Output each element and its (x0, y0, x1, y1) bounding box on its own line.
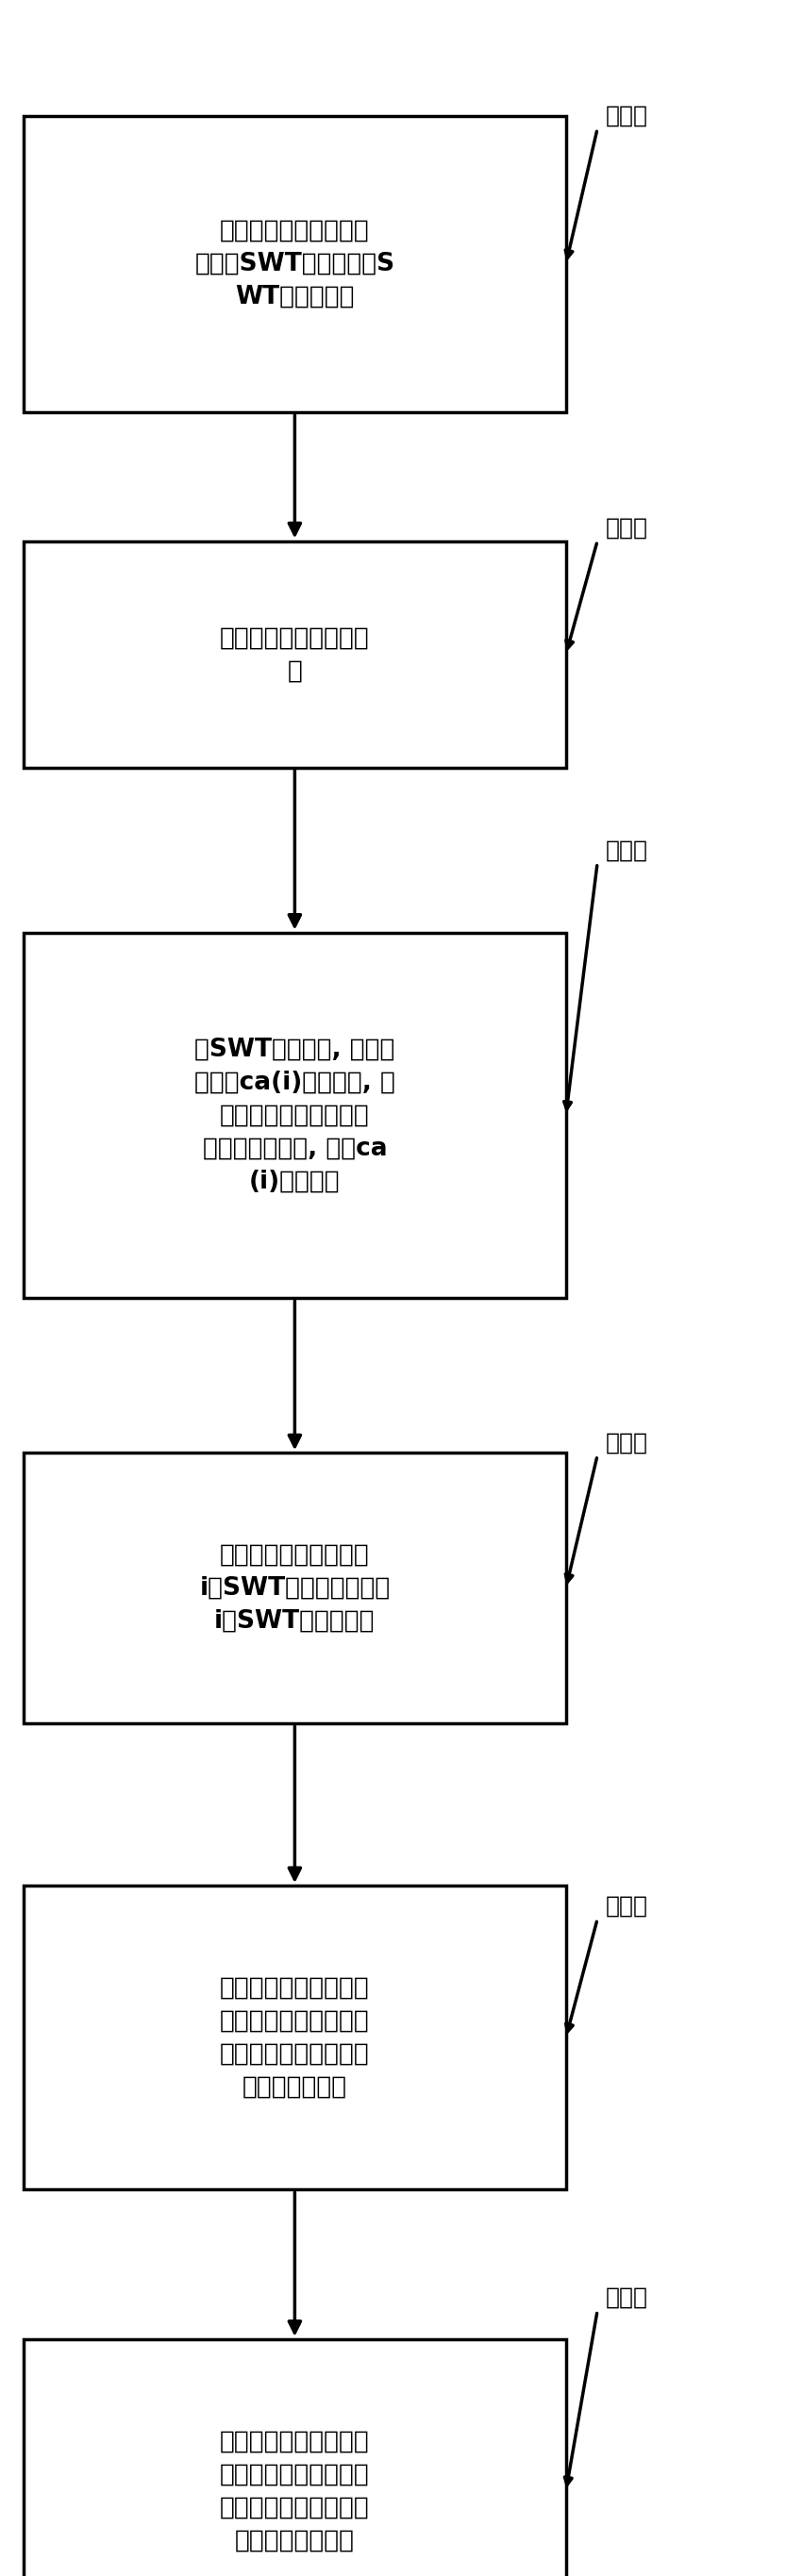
FancyBboxPatch shape (24, 2339, 566, 2576)
Text: 对SWT第层系数, 按固定
步长对ca(i)逐步取值, 通
过均方误差公式计算均
方误差的最小值, 确定ca
(i)的最优值: 对SWT第层系数, 按固定 步长对ca(i)逐步取值, 通 过均方误差公式计算均… (194, 1038, 395, 1193)
Text: 计算分层阈值，通过第
i层SWT系数公式实现第
i层SWT系数的消噪: 计算分层阈值，通过第 i层SWT系数公式实现第 i层SWT系数的消噪 (200, 1543, 390, 1633)
Text: 步骤一: 步骤一 (605, 106, 648, 126)
Text: 对去噪后的所述消噪变
压器局部放电信号进行
特征提取，根据所提取
特征进行故障诊断: 对去噪后的所述消噪变 压器局部放电信号进行 特征提取，根据所提取 特征进行故障诊… (220, 2429, 369, 2553)
FancyBboxPatch shape (24, 116, 566, 412)
Text: 步骤三: 步骤三 (605, 840, 648, 860)
Text: 利用公式估计噪声标准
差: 利用公式估计噪声标准 差 (220, 626, 369, 683)
FancyBboxPatch shape (24, 933, 566, 1298)
Text: 步骤四: 步骤四 (605, 1432, 648, 1453)
Text: 利用降噪公式对去噪后
的各层系数进行重构，
得到消噪后的消噪变压
器局部放电信号: 利用降噪公式对去噪后 的各层系数进行重构， 得到消噪后的消噪变压 器局部放电信号 (220, 1976, 369, 2099)
FancyBboxPatch shape (24, 1453, 566, 1723)
Text: 步骤六: 步骤六 (605, 2287, 648, 2308)
FancyBboxPatch shape (24, 541, 566, 768)
Text: 步骤五: 步骤五 (605, 1896, 648, 1917)
Text: 步骤二: 步骤二 (605, 518, 648, 538)
Text: 对变压器局部放电信号
为进行SWT分解，得到S
WT分解系数，: 对变压器局部放电信号 为进行SWT分解，得到S WT分解系数， (195, 219, 395, 309)
FancyBboxPatch shape (24, 1886, 566, 2190)
